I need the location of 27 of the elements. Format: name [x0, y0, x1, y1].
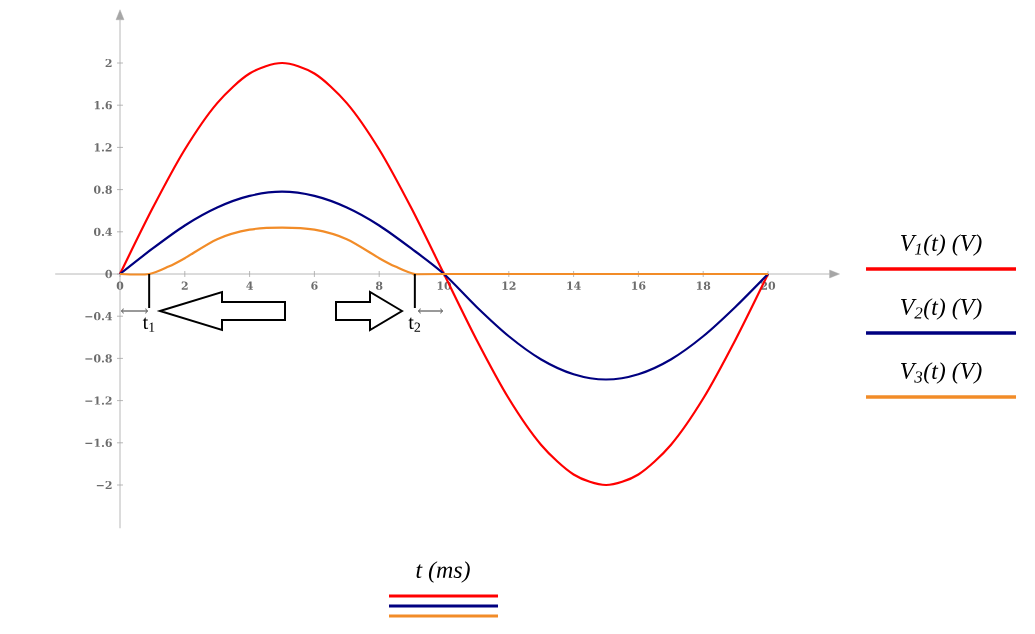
x-tick-label: 16: [632, 281, 646, 290]
x-tick-label: 14: [567, 281, 581, 290]
annotation: t$_{1}$: [142, 317, 155, 332]
x-tick-label: 2: [181, 281, 188, 290]
x-tick-label: 6: [311, 281, 318, 290]
text: V$_{1}$(t) (V): [900, 234, 982, 256]
y-tick-label: 1.6: [94, 101, 112, 110]
x-tick-label: 4: [246, 281, 253, 290]
y-tick-label: −0.4: [85, 312, 113, 321]
x-tick-label: 0: [116, 281, 124, 290]
y-tick-label: 2: [105, 58, 112, 68]
x-tick-label: 12: [502, 281, 516, 290]
y-tick-label: 0.8: [93, 185, 112, 194]
text: V$_{3}$(t) (V): [900, 362, 982, 384]
y-tick-label: 1.2: [94, 143, 112, 152]
x-tick-label: 8: [375, 281, 383, 290]
text: V$_{2}$(t) (V): [900, 298, 982, 320]
y-tick-label: 0: [105, 269, 112, 279]
y-tick-label: 0.4: [93, 227, 113, 236]
line-series: [118, 226, 770, 276]
x-tick-label: 18: [696, 281, 711, 290]
y-tick-label: −1.6: [85, 438, 112, 447]
y-tick-label: −0.8: [85, 354, 112, 363]
y-tick-label: −2: [96, 480, 112, 490]
x-axis-title: t (ms): [416, 561, 470, 583]
annotation: t$_{2}$: [408, 317, 421, 332]
y-tick-label: −1.2: [85, 396, 112, 405]
